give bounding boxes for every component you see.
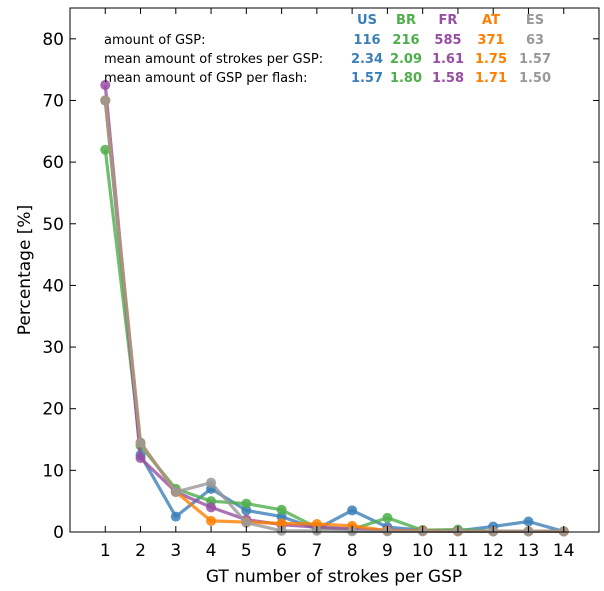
x-tick-label: 8 xyxy=(347,541,358,561)
x-tick-label: 3 xyxy=(170,541,181,561)
series-at xyxy=(100,95,569,537)
legend-row-label: mean amount of strokes per GSP: xyxy=(104,52,323,67)
data-point-fr xyxy=(100,80,111,91)
data-point-br xyxy=(382,512,393,523)
x-tick-label: 10 xyxy=(412,541,434,561)
y-tick-label: 10 xyxy=(42,461,64,481)
x-tick-label: 1 xyxy=(100,541,111,561)
legend-header-br: BR xyxy=(396,13,416,28)
series-br xyxy=(100,144,569,537)
data-point-es xyxy=(135,437,146,448)
data-point-es xyxy=(170,486,181,497)
legend: amount of GSP: mean amount of strokes per… xyxy=(104,13,551,86)
legend-header-es: ES xyxy=(526,13,544,28)
y-tick-label: 30 xyxy=(42,338,64,358)
x-tick-label: 13 xyxy=(518,541,540,561)
data-point-us xyxy=(170,511,181,522)
series-line-at xyxy=(103,100,564,534)
x-axis: 1 2 3 4 5 6 7 8 9 10 11 12 13 14 xyxy=(100,8,575,561)
data-point-us xyxy=(347,505,358,516)
data-point-es xyxy=(241,517,252,528)
legend-row-label: amount of GSP: xyxy=(104,33,206,48)
x-tick-label: 5 xyxy=(241,541,252,561)
data-point-br xyxy=(276,504,287,515)
x-tick-label: 9 xyxy=(382,541,393,561)
series-line-fr xyxy=(103,84,564,534)
legend-value-br: 2.09 xyxy=(390,52,422,67)
legend-value-fr: 585 xyxy=(434,33,461,48)
x-tick-label: 2 xyxy=(135,541,146,561)
legend-value-at: 1.71 xyxy=(475,71,507,86)
x-tick-label: 7 xyxy=(311,541,322,561)
x-tick-label: 11 xyxy=(447,541,469,561)
legend-value-at: 1.75 xyxy=(475,52,507,67)
legend-header-at: AT xyxy=(482,13,500,28)
y-tick-label: 40 xyxy=(42,276,64,296)
legend-value-es: 63 xyxy=(526,33,544,48)
y-tick-label: 0 xyxy=(53,523,64,543)
y-tick-label: 80 xyxy=(42,30,64,50)
data-point-es xyxy=(206,477,217,488)
x-tick-label: 6 xyxy=(276,541,287,561)
legend-value-fr: 1.58 xyxy=(432,71,464,86)
legend-value-br: 1.80 xyxy=(390,71,422,86)
data-point-at xyxy=(206,515,217,526)
legend-header-fr: FR xyxy=(439,13,458,28)
y-axis-label: Percentage [%] xyxy=(15,205,35,335)
series-line-es xyxy=(103,100,564,534)
legend-value-at: 371 xyxy=(477,33,504,48)
x-tick-label: 14 xyxy=(553,541,575,561)
x-axis-label: GT number of strokes per GSP xyxy=(206,567,462,587)
data-point-br xyxy=(100,144,111,155)
y-tick-label: 70 xyxy=(42,91,64,111)
legend-row-label: mean amount of GSP per flash: xyxy=(104,71,308,86)
series-es xyxy=(100,95,569,537)
series-line-us xyxy=(103,100,565,533)
legend-value-es: 1.57 xyxy=(519,52,551,67)
x-tick-label: 12 xyxy=(482,541,504,561)
y-tick-label: 60 xyxy=(42,153,64,173)
legend-value-us: 116 xyxy=(353,33,380,48)
series-fr xyxy=(100,80,569,537)
data-point-fr xyxy=(206,502,217,513)
legend-value-br: 216 xyxy=(392,33,419,48)
y-tick-label: 50 xyxy=(42,215,64,235)
data-point-at xyxy=(276,518,287,529)
data-point-fr xyxy=(135,453,146,464)
legend-value-us: 1.57 xyxy=(351,71,383,86)
legend-value-fr: 1.61 xyxy=(432,52,464,67)
series-layer xyxy=(100,80,569,537)
x-tick-label: 4 xyxy=(206,541,217,561)
legend-value-es: 1.50 xyxy=(519,71,551,86)
legend-header-us: US xyxy=(357,13,377,28)
data-point-es xyxy=(100,95,111,106)
data-point-br xyxy=(241,498,252,509)
plot-frame xyxy=(69,7,600,533)
series-line-br xyxy=(103,149,564,534)
series-us xyxy=(100,95,569,537)
y-tick-label: 20 xyxy=(42,400,64,420)
data-point-us xyxy=(523,516,534,527)
y-axis: 0 10 20 30 40 50 60 70 80 xyxy=(42,30,599,543)
legend-value-us: 2.34 xyxy=(351,52,383,67)
